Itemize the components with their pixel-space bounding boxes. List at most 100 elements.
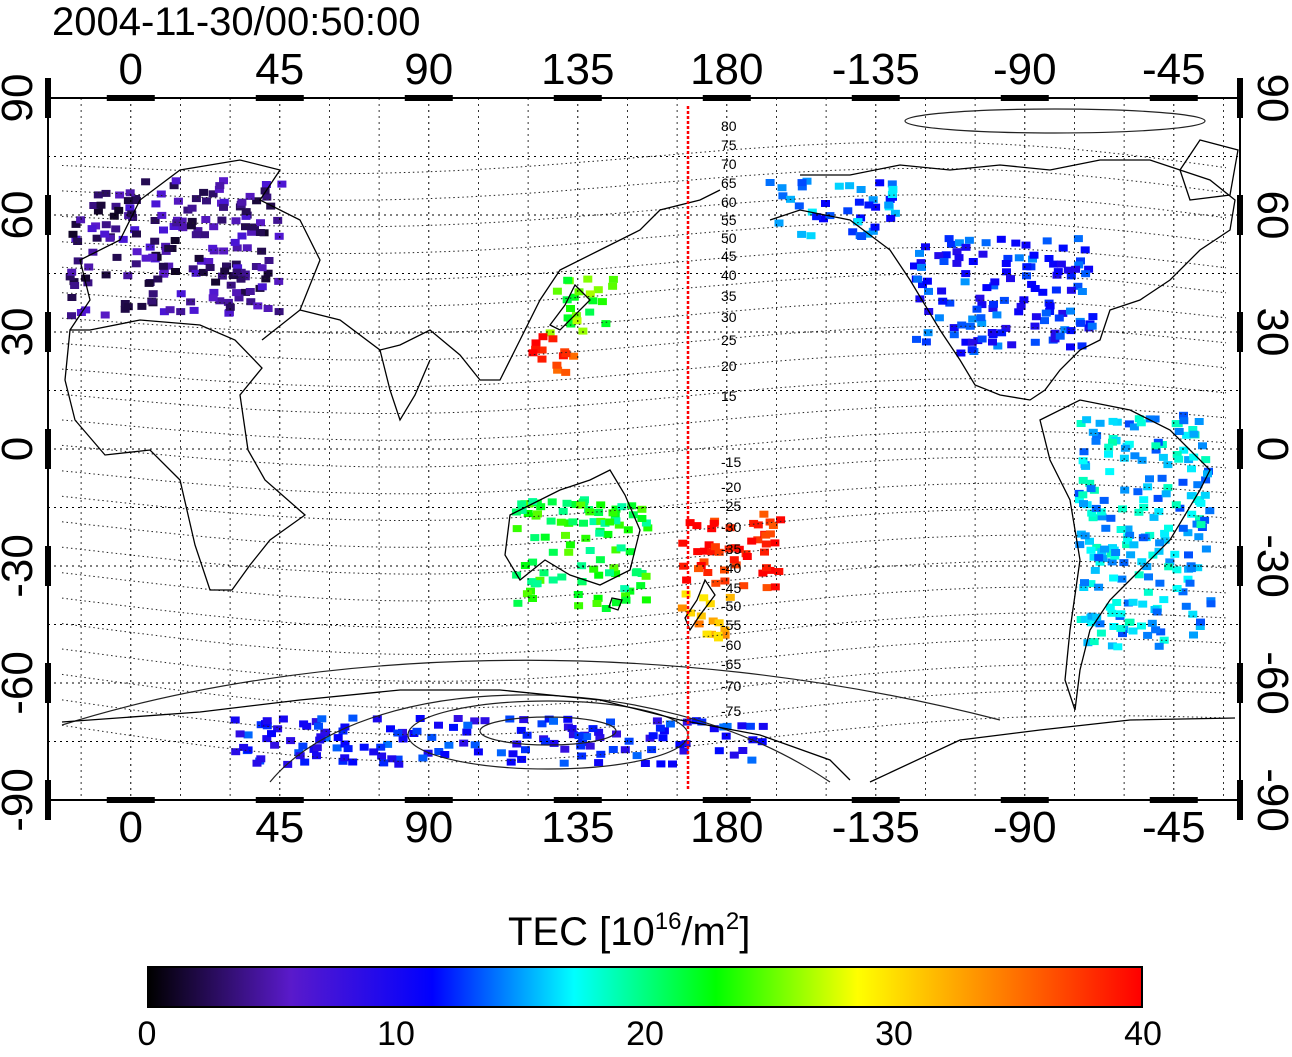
tec-pixel (202, 197, 211, 205)
tec-pixel (1138, 600, 1148, 608)
tec-pixel (1186, 565, 1196, 573)
tick-mark (45, 312, 51, 352)
tec-pixel (1144, 573, 1153, 581)
tec-pixel (434, 721, 443, 729)
tec-pixel (427, 733, 437, 741)
tec-pixel (250, 223, 259, 231)
tec-pixel (566, 320, 576, 328)
tec-pixel (156, 190, 166, 198)
tec-pixel (1112, 599, 1122, 606)
magnetic-latitude-contour (61, 220, 1227, 255)
tec-pixel (647, 746, 657, 754)
tec-pixel (1147, 619, 1157, 627)
tec-pixel (681, 740, 691, 748)
tec-pixel (988, 305, 998, 312)
tec-pixel (241, 288, 250, 296)
tec-pixel (1019, 296, 1029, 304)
tec-pixel (987, 329, 997, 336)
tec-pixel (560, 745, 570, 753)
tec-pixel (569, 352, 579, 360)
magnetic-latitude-contour (61, 167, 1227, 201)
tec-pixel (1021, 241, 1031, 249)
tec-pixel (708, 617, 718, 625)
tec-pixel (1071, 265, 1081, 273)
lon-tick-label-top: 180 (690, 45, 763, 94)
tec-pixel (232, 268, 242, 276)
tec-pixel (989, 300, 998, 308)
tec-pixel (1128, 627, 1138, 635)
lon-tick-label-top: 0 (119, 45, 143, 94)
tec-pixel (714, 548, 724, 556)
coast-south-america (1039, 399, 1211, 711)
magnetic-latitude-contour (61, 534, 1227, 575)
tec-pixel (588, 297, 598, 305)
tec-pixel (738, 747, 748, 754)
tec-pixel (632, 568, 642, 576)
tec-pixel (1078, 476, 1088, 484)
tec-pixel (69, 278, 79, 286)
tec-pixel (685, 519, 695, 527)
tec-pixel (868, 227, 878, 235)
tec-pixel (257, 264, 267, 272)
tec-pixel (191, 269, 201, 277)
tec-pixel (545, 329, 555, 337)
tec-pixel (1116, 526, 1126, 533)
tec-pixel (1082, 416, 1092, 424)
tec-pixel (1122, 541, 1132, 549)
tec-pixel (1066, 327, 1076, 335)
tec-pixel (1171, 501, 1181, 509)
tec-pixel (247, 228, 257, 236)
tec-pixel (1016, 302, 1026, 310)
tec-pixel (725, 524, 735, 532)
tec-pixel (1086, 485, 1096, 493)
tec-pixel (93, 191, 103, 199)
tec-pixel (1079, 584, 1089, 591)
tec-pixel (1086, 546, 1096, 554)
tec-pixel (977, 301, 987, 309)
tec-pixel (612, 730, 621, 738)
coastlines (61, 139, 1239, 783)
tec-pixel (111, 225, 121, 233)
colorbar-tick-label: 10 (377, 1015, 415, 1053)
lat-tick-label-left: 0 (0, 437, 42, 461)
tec-pixel (88, 248, 98, 256)
tec-pixel (568, 518, 578, 526)
tec-pixel (561, 350, 571, 358)
tec-pixel (262, 717, 272, 725)
tec-pixel (641, 596, 651, 604)
tec-pixel (1178, 478, 1188, 486)
tec-pixel (531, 339, 541, 347)
tec-pixel (1195, 623, 1205, 630)
tec-pixel (1109, 574, 1119, 582)
lat-tick-label-right: -30 (1248, 534, 1292, 598)
tec-pixel (585, 308, 595, 316)
tec-pixel (537, 346, 547, 354)
tec-pixel (937, 287, 947, 295)
tec-pixel (302, 722, 312, 730)
tec-pixel (913, 275, 923, 283)
tec-pixel (960, 278, 970, 286)
tec-pixel (453, 715, 463, 722)
tec-pixel (1185, 579, 1195, 587)
tec-pixel (332, 744, 342, 752)
tec-pixel (665, 720, 675, 728)
contour-label: 45 (721, 248, 737, 264)
tec-pixel (105, 234, 115, 242)
tec-pixel (1136, 419, 1146, 427)
tick-mark (1149, 95, 1198, 101)
magnetic-latitude-contours (61, 108, 1227, 783)
lat-tick-label-left: -30 (0, 534, 42, 598)
tec-pixel (691, 717, 701, 725)
lat-tick-label-right: -90 (1248, 768, 1292, 832)
tec-pixel (164, 262, 174, 270)
tec-pixel (198, 268, 208, 276)
tec-pixel (187, 217, 197, 225)
tec-pixel (444, 741, 454, 749)
colorbar-tick-label: 40 (1124, 1015, 1162, 1053)
contour-label: -40 (721, 560, 741, 576)
tec-pixel (699, 547, 709, 555)
tec-pixel (1092, 613, 1102, 621)
tec-pixel (709, 519, 719, 527)
tec-pixel (952, 259, 962, 267)
tec-pixel (601, 605, 611, 612)
